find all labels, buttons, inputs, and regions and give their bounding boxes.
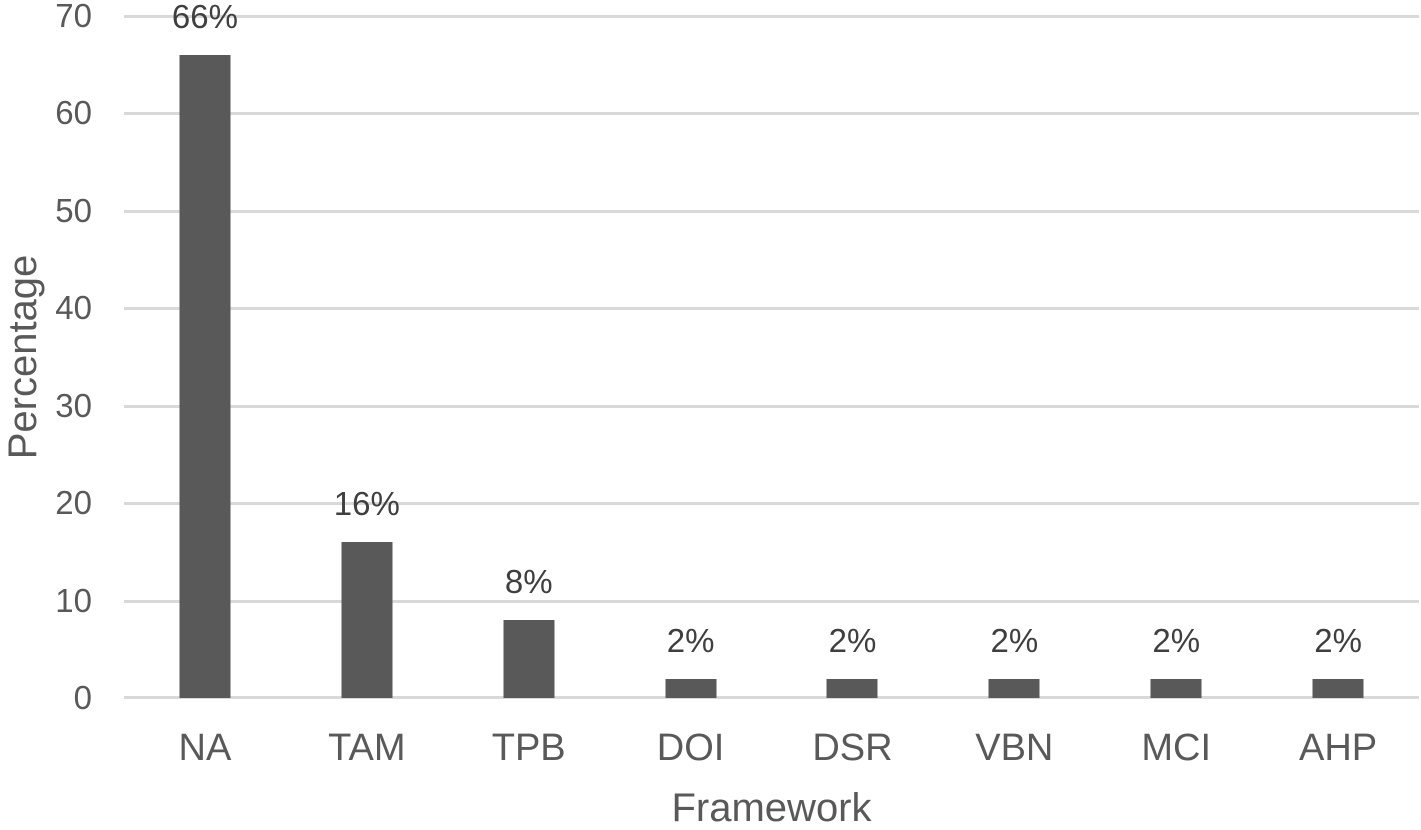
- bar-column-TAM: 16%: [286, 16, 448, 698]
- bar-MCI: [1150, 678, 1202, 698]
- gridline-y70: [124, 15, 1419, 18]
- x-category-label-VBN: VBN: [975, 727, 1054, 769]
- bar-value-label-TAM: 16%: [333, 485, 400, 523]
- y-tick-label-60: 60: [55, 94, 92, 132]
- bar-TPB: [503, 620, 555, 698]
- gridline-y50: [124, 209, 1419, 213]
- x-category-label-AHP: AHP: [1298, 727, 1378, 769]
- plot-area: 66% 16% 8% 2% 2% 2% 2% 2%: [124, 0, 1419, 699]
- x-category-label-TAM: TAM: [328, 727, 406, 769]
- y-axis-tick-labels: 0 10 20 30 40 50 60 70: [0, 0, 92, 716]
- y-axis-title-text: Percentage: [1, 254, 45, 460]
- bar-value-label-MCI: 2%: [1152, 621, 1201, 659]
- y-tick-label-10: 10: [55, 581, 92, 619]
- x-axis-category-labels: NA TAM TPB DOI DSR VBN MCI AHP: [124, 726, 1419, 770]
- bar-column-TPB: 8%: [448, 16, 610, 698]
- x-category-label-DSR: DSR: [812, 727, 893, 769]
- bar-value-label-DSR: 2%: [828, 621, 877, 659]
- bar-DSR: [826, 678, 878, 698]
- y-tick-label-30: 30: [55, 386, 92, 424]
- bar-value-label-TPB: 8%: [504, 563, 553, 601]
- gridline-y10: [124, 599, 1419, 603]
- gridline-y60: [124, 112, 1419, 116]
- x-category-label-TPB: TPB: [491, 727, 566, 769]
- y-tick-label-20: 20: [55, 484, 92, 522]
- y-tick-label-50: 50: [55, 191, 92, 229]
- bar-column-DOI: 2%: [610, 16, 772, 698]
- bar-value-label-VBN: 2%: [990, 621, 1039, 659]
- y-tick-label-40: 40: [55, 289, 92, 327]
- bar-column-VBN: 2%: [933, 16, 1095, 698]
- gridline-y40: [124, 307, 1419, 311]
- bar-value-label-AHP: 2%: [1314, 621, 1362, 659]
- x-axis-title: Framework: [671, 786, 872, 830]
- bar-AHP: [1312, 678, 1364, 698]
- bar-column-AHP: 2%: [1257, 16, 1419, 698]
- x-category-label-DOI: DOI: [656, 727, 725, 769]
- bar-column-MCI: 2%: [1095, 16, 1257, 698]
- x-category-label-MCI: MCI: [1141, 727, 1212, 769]
- bar-TAM: [341, 542, 393, 698]
- bar-VBN: [988, 678, 1040, 698]
- y-tick-label-0: 0: [73, 679, 92, 716]
- bar-value-label-DOI: 2%: [666, 621, 715, 659]
- y-tick-label-70: 70: [55, 0, 92, 34]
- bar-column-NA: 66%: [124, 0, 286, 698]
- gridline-y20: [124, 502, 1419, 506]
- bar-DOI: [665, 678, 717, 698]
- bar-column-DSR: 2%: [772, 16, 934, 698]
- bar-value-label-NA: 66%: [171, 0, 238, 35]
- bar-NA: [179, 54, 231, 698]
- gridline-y30: [124, 404, 1419, 408]
- x-axis-line: [124, 696, 1419, 699]
- x-category-label-NA: NA: [178, 727, 232, 769]
